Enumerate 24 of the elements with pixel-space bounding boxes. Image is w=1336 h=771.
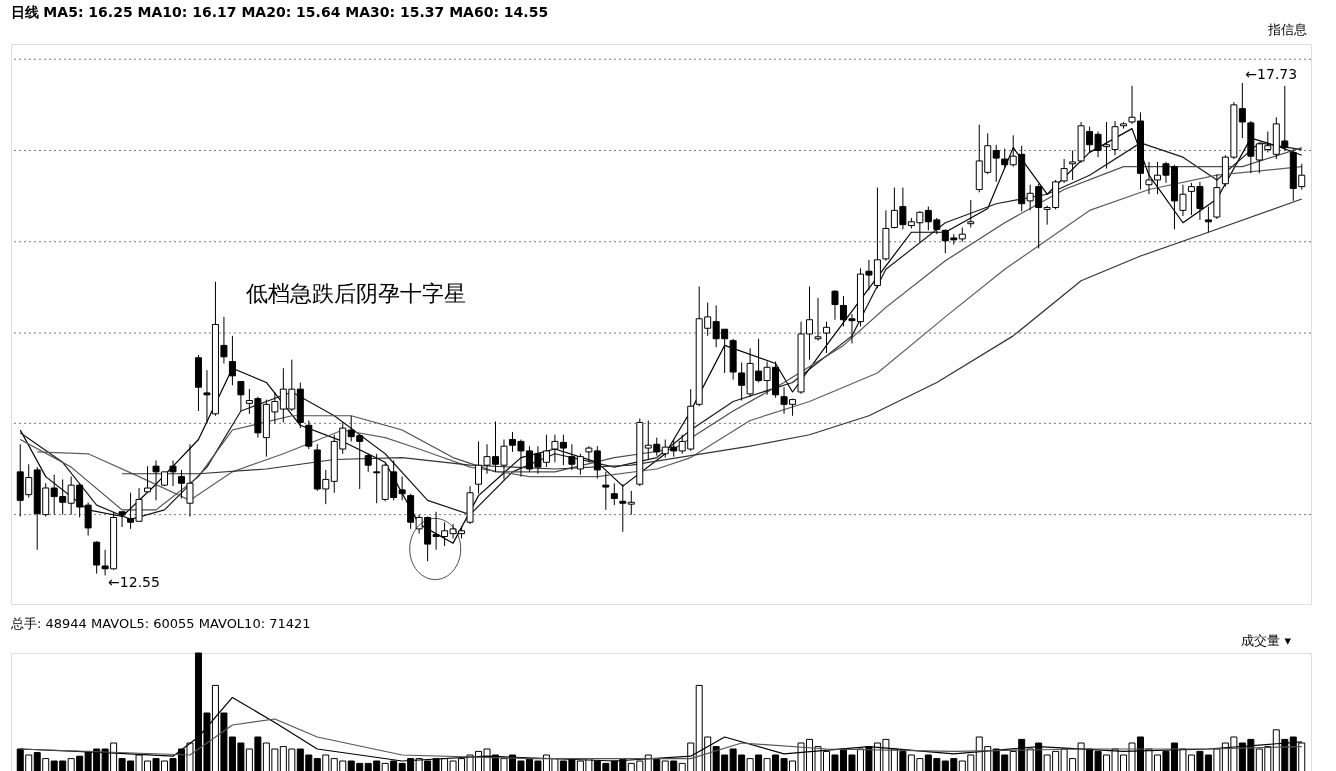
candlestick [627, 490, 635, 516]
candlestick [1204, 206, 1212, 233]
candlestick [228, 335, 236, 386]
text: 指信息 [1267, 22, 1307, 37]
candlestick [967, 199, 975, 228]
candlestick [305, 420, 313, 450]
candlestick [831, 289, 839, 321]
candlestick [237, 381, 245, 412]
candlestick [822, 321, 830, 354]
candlestick [398, 476, 406, 501]
candlestick [814, 297, 822, 342]
annotation: 低档急跌后阴孕十字星 [246, 281, 466, 306]
chart-title: 日线 MA5: 16.25 MA10: 16.17 MA20: 15.64 MA30: 15.37 MA60: 14.55 [10, 4, 549, 20]
text: 成交量 ▾ [1241, 633, 1292, 648]
candlestick [619, 483, 627, 533]
candlestick [373, 453, 381, 504]
candlestick [602, 471, 610, 511]
candlestick [610, 482, 618, 506]
candlestick [118, 511, 126, 528]
annotation: ←17.73 [1245, 65, 1298, 82]
annotation: ←12.55 [108, 574, 160, 591]
candlestick [144, 465, 152, 493]
candlestick [364, 453, 372, 473]
chart-title: 总手: 48944 MAVOL5: 60055 MAVOL10: 71421 [10, 616, 311, 631]
